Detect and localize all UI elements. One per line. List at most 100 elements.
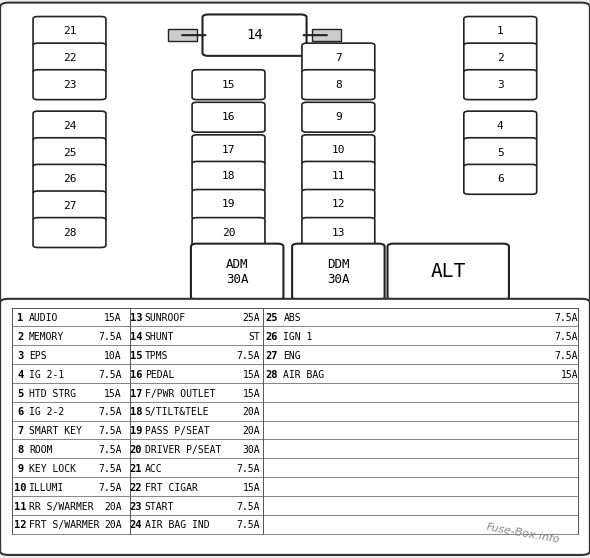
Text: START: START: [145, 502, 174, 512]
Text: AIR BAG: AIR BAG: [283, 370, 324, 380]
Text: 8: 8: [335, 80, 342, 90]
Text: 16: 16: [130, 370, 142, 380]
Text: 22: 22: [130, 483, 142, 493]
Text: 26: 26: [63, 174, 76, 184]
Text: 17: 17: [130, 388, 142, 398]
Text: 7.5A: 7.5A: [555, 332, 578, 342]
FancyBboxPatch shape: [33, 165, 106, 194]
FancyBboxPatch shape: [464, 165, 537, 194]
FancyBboxPatch shape: [192, 70, 265, 100]
Text: IG 2-1: IG 2-1: [29, 370, 64, 380]
Text: 14: 14: [130, 332, 142, 342]
Text: 10: 10: [332, 145, 345, 155]
Text: ROOM: ROOM: [29, 445, 53, 455]
Text: 15A: 15A: [242, 388, 260, 398]
Text: DDM
30A: DDM 30A: [327, 258, 350, 286]
FancyBboxPatch shape: [192, 102, 265, 132]
Text: S/TILT&TELE: S/TILT&TELE: [145, 407, 209, 417]
Text: ACC: ACC: [145, 464, 162, 474]
Text: IGN 1: IGN 1: [283, 332, 313, 342]
Text: 7.5A: 7.5A: [98, 483, 122, 493]
Text: 25: 25: [63, 148, 76, 158]
Text: 11: 11: [14, 502, 27, 512]
Text: 22: 22: [63, 53, 76, 63]
Text: 15A: 15A: [242, 483, 260, 493]
Bar: [312, 29, 341, 41]
FancyBboxPatch shape: [302, 190, 375, 219]
Text: 8: 8: [17, 445, 24, 455]
Text: 7.5A: 7.5A: [237, 521, 260, 531]
Text: PEDAL: PEDAL: [145, 370, 174, 380]
Text: AUDIO: AUDIO: [29, 313, 58, 323]
Text: 2: 2: [17, 332, 24, 342]
Text: TPMS: TPMS: [145, 351, 168, 361]
Text: 5: 5: [497, 148, 504, 158]
Text: 2: 2: [497, 53, 504, 63]
FancyBboxPatch shape: [464, 43, 537, 73]
Text: 23: 23: [63, 80, 76, 90]
Text: 7: 7: [17, 426, 24, 436]
Text: 18: 18: [130, 407, 142, 417]
Text: 12: 12: [332, 199, 345, 209]
Text: HTD STRG: HTD STRG: [29, 388, 76, 398]
FancyBboxPatch shape: [191, 244, 283, 300]
FancyBboxPatch shape: [302, 218, 375, 248]
Text: 28: 28: [266, 370, 278, 380]
FancyBboxPatch shape: [33, 191, 106, 221]
FancyBboxPatch shape: [464, 17, 537, 46]
Text: ADM
30A: ADM 30A: [226, 258, 248, 286]
FancyBboxPatch shape: [302, 161, 375, 191]
FancyBboxPatch shape: [292, 244, 385, 300]
Text: 7.5A: 7.5A: [555, 351, 578, 361]
Text: ABS: ABS: [283, 313, 301, 323]
Text: 15: 15: [130, 351, 142, 361]
Text: 18: 18: [222, 171, 235, 181]
FancyBboxPatch shape: [302, 135, 375, 165]
Text: 6: 6: [17, 407, 24, 417]
Text: 14: 14: [246, 28, 263, 42]
FancyBboxPatch shape: [464, 70, 537, 100]
FancyBboxPatch shape: [202, 15, 307, 56]
Text: AIR BAG IND: AIR BAG IND: [145, 521, 209, 531]
Text: ST: ST: [248, 332, 260, 342]
Text: 26: 26: [266, 332, 278, 342]
Text: 25: 25: [266, 313, 278, 323]
Text: 17: 17: [222, 145, 235, 155]
FancyBboxPatch shape: [192, 135, 265, 165]
Text: 20A: 20A: [104, 502, 122, 512]
Text: 1: 1: [497, 26, 504, 36]
Text: 15A: 15A: [104, 388, 122, 398]
Text: FRT CIGAR: FRT CIGAR: [145, 483, 198, 493]
FancyBboxPatch shape: [464, 138, 537, 167]
Text: 21: 21: [63, 26, 76, 36]
Text: 15A: 15A: [560, 370, 578, 380]
Text: 9: 9: [17, 464, 24, 474]
FancyBboxPatch shape: [33, 138, 106, 167]
FancyBboxPatch shape: [33, 111, 106, 141]
Text: 19: 19: [130, 426, 142, 436]
Text: SMART KEY: SMART KEY: [29, 426, 82, 436]
Text: 7.5A: 7.5A: [555, 313, 578, 323]
Text: ENG: ENG: [283, 351, 301, 361]
Text: F/PWR OUTLET: F/PWR OUTLET: [145, 388, 215, 398]
Text: 13: 13: [332, 228, 345, 238]
Text: 20A: 20A: [104, 521, 122, 531]
Text: 20A: 20A: [242, 407, 260, 417]
Text: 7.5A: 7.5A: [98, 426, 122, 436]
Text: 23: 23: [130, 502, 142, 512]
FancyBboxPatch shape: [388, 244, 509, 300]
Text: ILLUMI: ILLUMI: [29, 483, 64, 493]
Text: 25A: 25A: [242, 313, 260, 323]
Text: 21: 21: [130, 464, 142, 474]
Text: 20A: 20A: [242, 426, 260, 436]
Text: 27: 27: [266, 351, 278, 361]
Text: 9: 9: [335, 112, 342, 122]
Bar: [168, 29, 196, 41]
Text: 7.5A: 7.5A: [98, 407, 122, 417]
FancyBboxPatch shape: [302, 43, 375, 73]
Text: 3: 3: [497, 80, 504, 90]
Text: 1: 1: [17, 313, 24, 323]
Text: 10: 10: [14, 483, 27, 493]
Text: 13: 13: [130, 313, 142, 323]
Text: 20: 20: [130, 445, 142, 455]
